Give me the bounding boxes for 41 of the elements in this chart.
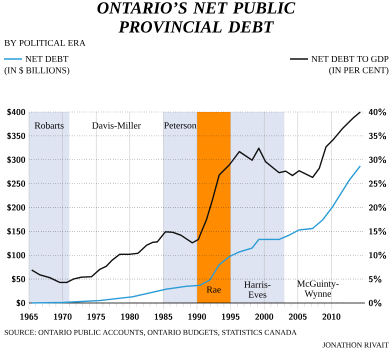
y-tick-label: $100 [7,252,26,259]
y2-tick-label: 15% [369,228,386,235]
annotation: McGuinty-Wynne [297,280,339,299]
x-tick-label: 1995 [222,314,240,320]
y2-axis-title: (IN PER CENT) [329,66,388,76]
y2-tick-label: 25% [368,180,386,188]
y2-tick-label: 35% [368,132,386,140]
y2-tick-label: 20% [368,204,386,211]
chart-title: ONTARIO’S NET PUBLIC PROVINCIAL DEBT [97,2,296,33]
x-tick-label: 2005 [288,314,307,320]
y-tick-label: $300 [7,156,26,164]
x-tick-label: 1970 [54,314,72,320]
chart-subtitle: BY POLITICAL ERA [4,40,86,46]
y-tick-label: $200 [7,204,26,211]
x-tick-label: 1975 [87,314,106,320]
x-tick-label: 2010 [322,314,340,320]
y2-tick-label: 5% [368,276,382,283]
y-tick-label: $0 [16,300,26,306]
y2-tick-label: 0% [368,300,382,306]
band-label: Harris-Eves [244,281,271,298]
y-axis-title: (IN $ BILLIONS) [4,66,70,76]
y-tick-label: $150 [7,228,26,235]
y-tick-label: $50 [12,276,26,283]
y2-tick-label: 10% [369,252,386,259]
y2-tick-label: 30% [368,156,386,164]
band-label: Rae [206,286,221,293]
line-series [30,165,361,304]
band-label: Peterson [164,122,196,129]
x-tick-label: 1980 [121,314,139,320]
x-tick-label: 1990 [188,314,206,320]
x-tick-label: 2000 [255,314,274,320]
annotation: Davis-Miller [92,122,141,129]
x-tick-label: 1965 [20,314,38,320]
band-label: Robarts [34,122,64,129]
y-tick-label: $250 [7,180,26,188]
y-tick-label: $400 [7,108,26,116]
legend-label: NET DEBT [25,56,68,62]
y2-tick-label: 40% [368,108,386,116]
y-tick-label: $350 [7,132,26,140]
x-tick-label: 1985 [154,314,172,320]
legend-label: NET DEBT TO GDP [311,56,388,62]
